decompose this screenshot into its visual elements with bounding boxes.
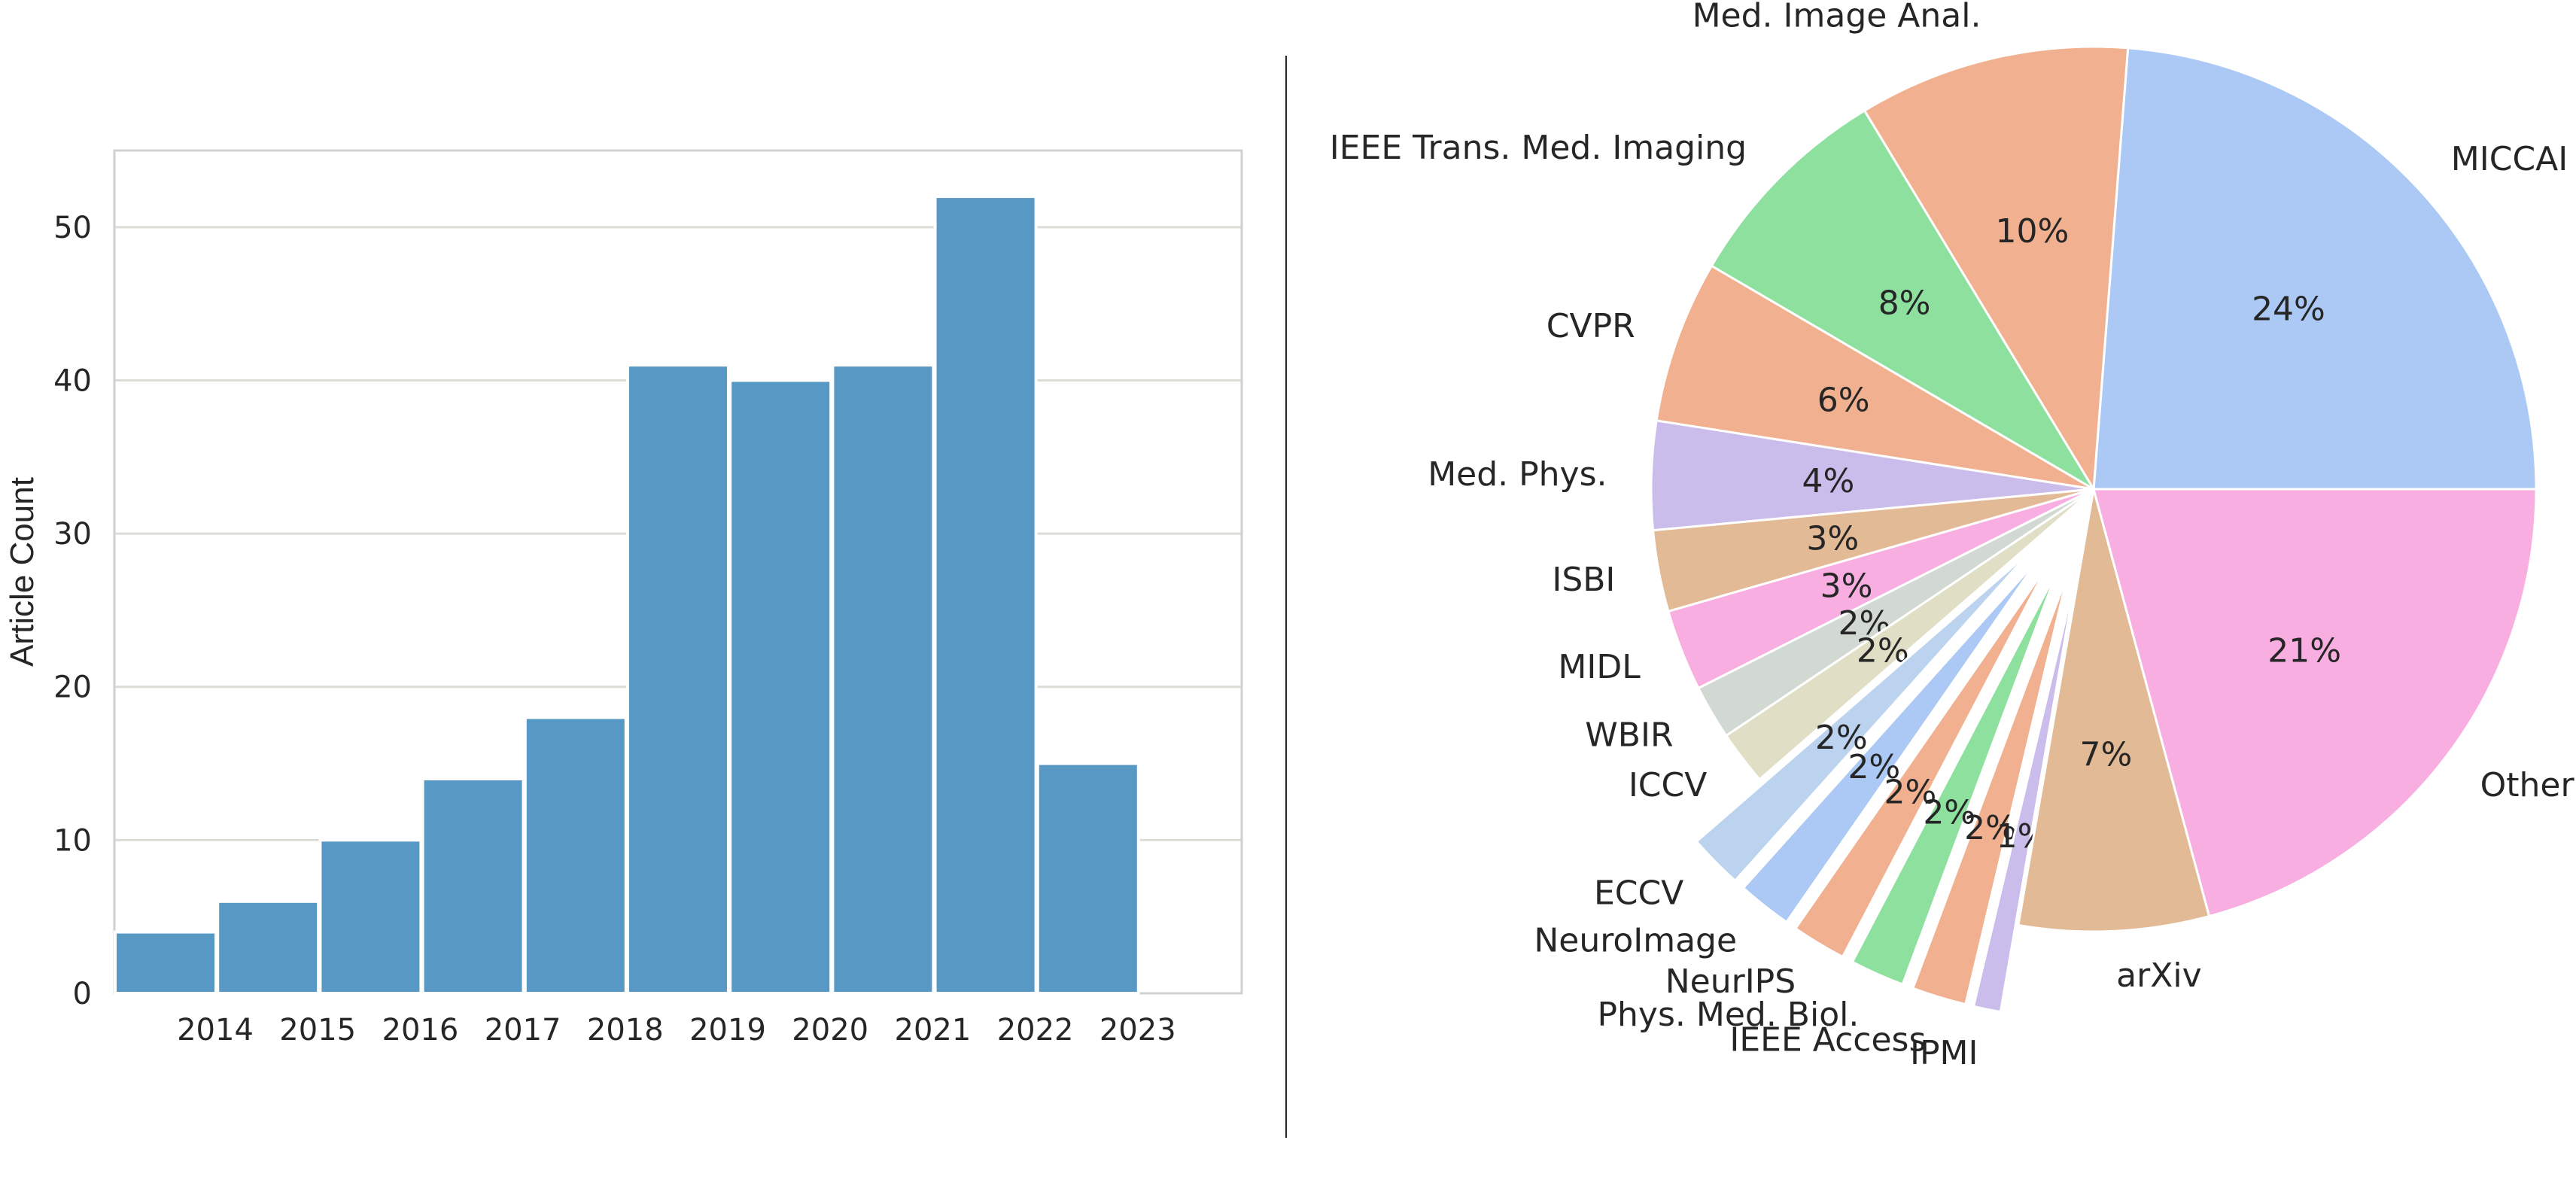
pie-category-label: MICCAI [2451, 140, 2568, 178]
pie-category-label: IEEE Access [1729, 1020, 1926, 1059]
pie-pct-label: 21% [2267, 631, 2341, 670]
pie-slice-ipmi [1972, 575, 2077, 1014]
pie-category-label: NeurIPS [1665, 962, 1796, 1001]
pie-pct-label: 2% [1884, 773, 1936, 811]
pie-pct-label: 10% [1996, 212, 2070, 251]
pie-pct-label: 8% [1878, 284, 1931, 322]
bar-2016 [318, 838, 423, 996]
pie-category-label: Other [2480, 766, 2575, 804]
pie-pct-label: 4% [1802, 462, 1854, 500]
bar-2022 [933, 195, 1038, 995]
pie-category-label: NeuroImage [1534, 922, 1737, 960]
pie-slice-miccai [2092, 47, 2538, 491]
y-tick-label: 0 [73, 977, 92, 1011]
x-tick-label: 2014 [177, 1013, 254, 1047]
pie-category-label: ISBI [1552, 561, 1615, 599]
pie-category-label: ECCV [1594, 874, 1683, 912]
y-tick-label: 40 [53, 363, 92, 398]
pie-category-label: IPMI [1910, 1034, 1978, 1072]
pie-slice-neurips [1793, 564, 2049, 959]
bar-chart: Article Count 2014 2015 2016 2017 2018 2019 20… [4, 149, 1243, 1047]
pie-chart: 24% MICCAI 10% Med. Image Anal. 8% IEEE Trans… [1330, 0, 2575, 1072]
pie-slice-eccv [1695, 550, 2032, 883]
y-tick-label: 10 [53, 823, 92, 858]
x-tick-label: 2015 [279, 1013, 356, 1047]
y-tick-label: 20 [53, 670, 92, 705]
pie-slice-cvpr [1655, 264, 2094, 491]
x-tick-label: 2021 [895, 1013, 972, 1047]
pie-category-label: Med. Image Anal. [1692, 0, 1981, 35]
pie-category-label: Med. Phys. [1428, 455, 1607, 494]
bar-2019 [626, 363, 730, 996]
pie-pct-label: 2% [1815, 719, 1868, 757]
pie-category-label: CVPR [1547, 307, 1635, 345]
pie-pct-label: 2% [1848, 748, 1900, 786]
pie-pct-label: 24% [2252, 290, 2325, 328]
pie-pct-label: 2% [1923, 794, 1975, 832]
bar-2021 [831, 363, 935, 996]
bar-2023 [1036, 762, 1140, 996]
x-tick-label: 2019 [689, 1013, 766, 1047]
x-tick-label: 2020 [792, 1013, 868, 1047]
pie-pct-label: 2% [1964, 809, 2017, 847]
x-tick-label: 2023 [1099, 1013, 1176, 1047]
pie-category-label: arXiv [2116, 956, 2201, 995]
pie-category-label: WBIR [1585, 716, 1673, 754]
pie-slice-med-image-anal [1863, 45, 2130, 493]
pie-category-label: MIDL [1558, 648, 1641, 686]
y-tick-label: 30 [53, 517, 92, 552]
x-tick-label: 2018 [587, 1013, 664, 1047]
pie-slice-phys-med-biol [1851, 569, 2059, 987]
pie-category-label: IEEE Trans. Med. Imaging [1330, 129, 1747, 167]
y-tick-label: 50 [53, 211, 92, 245]
bar-2018 [523, 716, 628, 995]
pie-pct-label: 6% [1817, 382, 1870, 420]
bar-2015 [216, 899, 321, 996]
x-tick-label: 2017 [485, 1013, 561, 1047]
pie-slice-ieee-access [1911, 573, 2070, 1006]
pie-category-label: ICCV [1629, 766, 1708, 804]
bar-2017 [421, 777, 525, 995]
pie-pct-label: 3% [1820, 567, 1873, 606]
bar-2014 [114, 930, 217, 995]
pie-slice-iccv [1724, 488, 2094, 781]
pie-slice-other [2092, 488, 2538, 918]
bar-2020 [728, 379, 833, 996]
pie-slice-neuroimage [1741, 558, 2040, 924]
pie-category-label: Phys. Med. Biol. [1598, 996, 1860, 1034]
pie-slice-arxiv [2017, 488, 2211, 933]
y-axis-label: Article Count [4, 477, 41, 667]
pie-slice-ieee-trans-med-imaging [1710, 108, 2095, 491]
x-tick-label: 2016 [382, 1013, 459, 1047]
pie-pct-label: 3% [1806, 519, 1859, 558]
pie-pct-label: 7% [2080, 735, 2133, 774]
x-tick-label: 2022 [997, 1013, 1074, 1047]
